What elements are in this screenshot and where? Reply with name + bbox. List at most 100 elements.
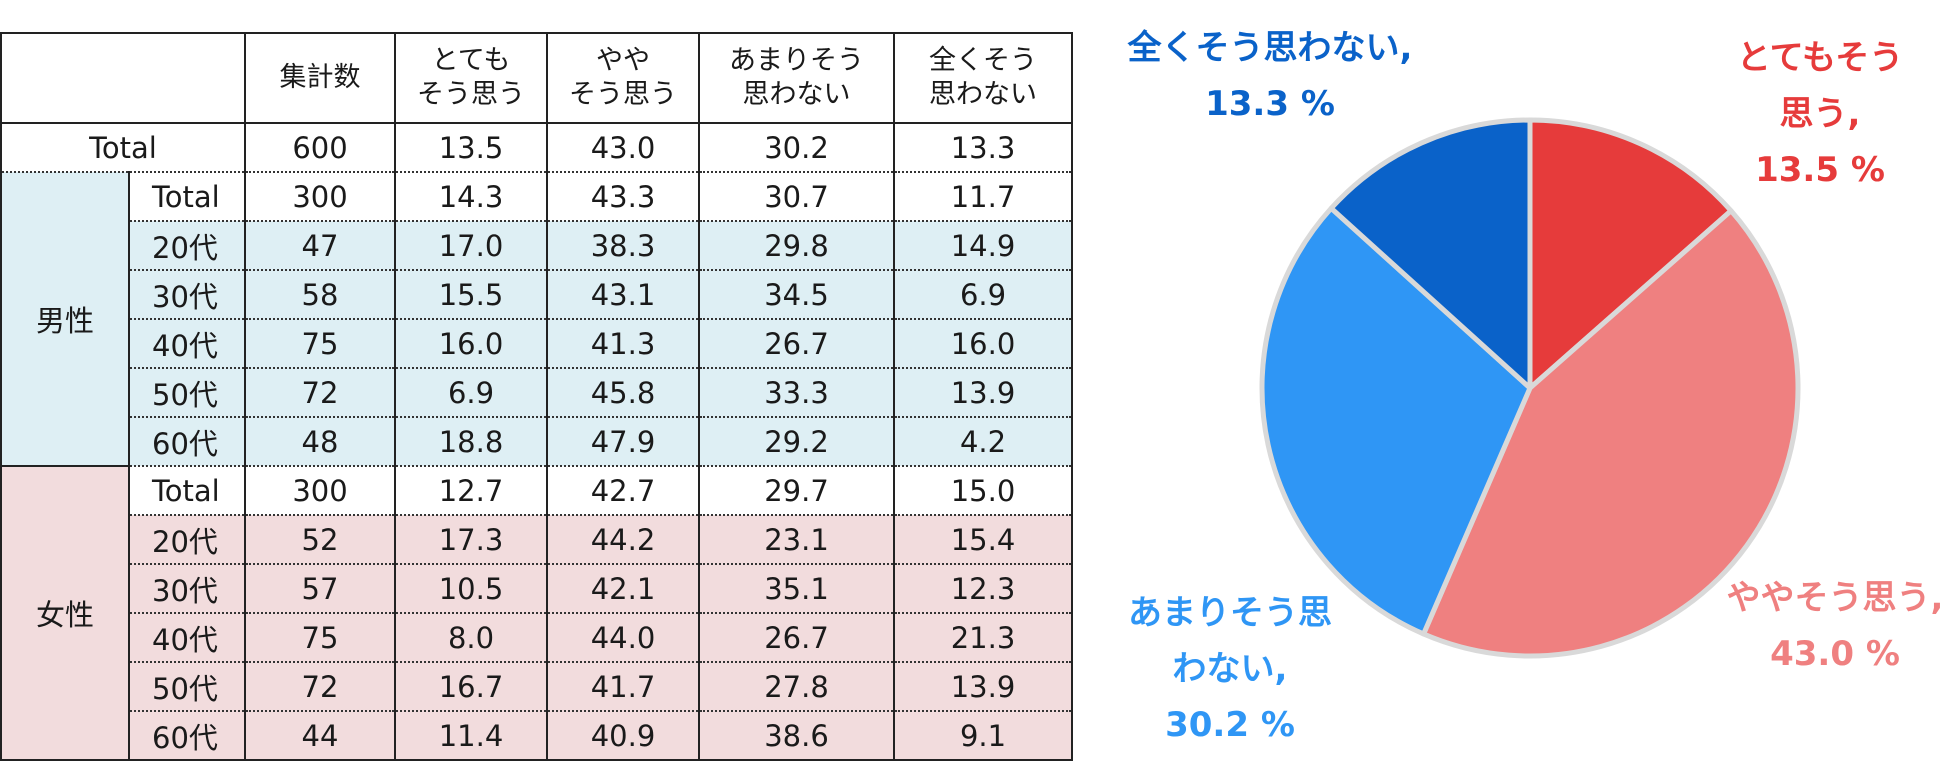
table-cell: 11.4: [394, 711, 548, 761]
table-cell: 29.7: [698, 466, 895, 516]
table-cell: 41.7: [546, 662, 700, 712]
group-label-male: 男性: [0, 172, 130, 467]
table-cell: 43.3: [546, 172, 700, 222]
pie-label-line: 13.3 %: [1205, 84, 1335, 124]
table-cell: 600: [244, 123, 396, 173]
group-label-female: 女性: [0, 466, 130, 761]
table-row: 女性 Total 300 12.7 42.7 29.7 15.0: [0, 466, 1073, 761]
pie-label-line: 43.0 %: [1770, 634, 1900, 674]
row-label: 40代: [128, 613, 246, 663]
table-cell: 33.3: [698, 368, 895, 418]
pie-chart-svg: [1259, 117, 1801, 659]
table-cell: 27.8: [698, 662, 895, 712]
pie-label-line: 思う,: [1779, 94, 1861, 134]
table-cell: 45.8: [546, 368, 700, 418]
header-strongly-disagree: 全くそう 思わない: [893, 32, 1073, 124]
table-row: 40代 75 16.0 41.3 26.7 16.0: [1, 319, 1073, 369]
table-cell: 58: [244, 270, 396, 320]
row-label: 60代: [128, 417, 246, 467]
row-label: 20代: [128, 221, 246, 271]
table-cell: 48: [244, 417, 396, 467]
pie-label-line: 13.5 %: [1755, 150, 1885, 190]
row-label: 50代: [128, 368, 246, 418]
table-cell: 13.5: [394, 123, 548, 173]
table-cell: 72: [244, 662, 396, 712]
table-cell: 30.2: [698, 123, 895, 173]
table-cell: 35.1: [698, 564, 895, 614]
table-row: 20代 47 17.0 38.3 29.8 14.9: [1, 221, 1073, 271]
table-cell: 11.7: [893, 172, 1073, 222]
table-cell: 57: [244, 564, 396, 614]
pie-slice-label-1: ややそう思う, 43.0 %: [1635, 570, 1950, 682]
pie-slice-2: [1259, 205, 1533, 637]
table-cell: 47: [244, 221, 396, 271]
table-cell: 75: [244, 319, 396, 369]
table-cell: 72: [244, 368, 396, 418]
table-cell: 12.3: [893, 564, 1073, 614]
table-row: 20代 52 17.3 44.2 23.1 15.4: [1, 515, 1073, 565]
table-cell: 15.0: [893, 466, 1073, 516]
table-cell: 26.7: [698, 613, 895, 663]
pie-slice-label-0: とてもそう 思う, 13.5 %: [1620, 30, 1950, 198]
pie-slice-1: [1421, 208, 1801, 659]
row-label: 40代: [128, 319, 246, 369]
crosstab-table: 集計数 とても そう思う やや そう思う あまりそう 思わない 全くそう 思わな…: [0, 32, 1073, 761]
table-cell: 10.5: [394, 564, 548, 614]
table-cell: 8.0: [394, 613, 548, 663]
table-cell: 26.7: [698, 319, 895, 369]
row-label: 60代: [128, 711, 246, 761]
table-cell: 43.1: [546, 270, 700, 320]
row-label: Total: [0, 123, 246, 173]
row-label: 50代: [128, 662, 246, 712]
table-cell: 38.3: [546, 221, 700, 271]
table-cell: 38.6: [698, 711, 895, 761]
table-cell: 300: [244, 172, 396, 222]
table-row: 60代 48 18.8 47.9 29.2 4.2: [1, 417, 1073, 467]
table-cell: 43.0: [546, 123, 700, 173]
table-cell: 29.8: [698, 221, 895, 271]
table-row: 50代 72 16.7 41.7 27.8 13.9: [1, 662, 1073, 712]
pie-label-line: 30.2 %: [1165, 705, 1295, 745]
table-cell: 52: [244, 515, 396, 565]
table-cell: 17.0: [394, 221, 548, 271]
row-label: 30代: [128, 564, 246, 614]
table-cell: 29.2: [698, 417, 895, 467]
table-cell: 44.2: [546, 515, 700, 565]
header-corner: [0, 32, 246, 124]
crosstab-table-container: 集計数 とても そう思う やや そう思う あまりそう 思わない 全くそう 思わな…: [0, 32, 1073, 761]
row-label: Total: [128, 172, 246, 222]
header-strongly-agree: とても そう思う: [394, 32, 548, 124]
table-cell: 16.7: [394, 662, 548, 712]
table-row: 30代 57 10.5 42.1 35.1 12.3: [1, 564, 1073, 614]
pie-slice-label-2: あまりそう思 わない, 30.2 %: [1030, 585, 1430, 753]
header-somewhat-disagree: あまりそう 思わない: [698, 32, 895, 124]
row-label: 20代: [128, 515, 246, 565]
table-row: 40代 75 8.0 44.0 26.7 21.3: [1, 613, 1073, 663]
table-cell: 44.0: [546, 613, 700, 663]
table-cell: 9.1: [893, 711, 1073, 761]
table-cell: 47.9: [546, 417, 700, 467]
table-cell: 4.2: [893, 417, 1073, 467]
pie-label-line: あまりそう思: [1128, 593, 1332, 633]
row-label: 30代: [128, 270, 246, 320]
table-cell: 15.4: [893, 515, 1073, 565]
table-cell: 12.7: [394, 466, 548, 516]
table-cell: 18.8: [394, 417, 548, 467]
table-row: 60代 44 11.4 40.9 38.6 9.1: [1, 711, 1073, 761]
pie-slice-3: [1328, 117, 1533, 391]
row-label: Total: [128, 466, 246, 516]
pie-slice-label-3: 全くそう思わない, 13.3 %: [1070, 20, 1470, 132]
pie-chart: とてもそう 思う, 13.5 % ややそう思う, 43.0 % あまりそう思 わない, 30.…: [1120, 0, 1950, 768]
table-row: 50代 72 6.9 45.8 33.3 13.9: [1, 368, 1073, 418]
table-cell: 300: [244, 466, 396, 516]
table-cell: 15.5: [394, 270, 548, 320]
table-cell: 41.3: [546, 319, 700, 369]
table-cell: 42.7: [546, 466, 700, 516]
table-header-row: 集計数 とても そう思う やや そう思う あまりそう 思わない 全くそう 思わな…: [0, 32, 1073, 124]
table-cell: 13.9: [893, 368, 1073, 418]
table-cell: 34.5: [698, 270, 895, 320]
pie-label-line: わない,: [1172, 649, 1288, 689]
table-row: 男性 Total 300 14.3 43.3 30.7 11.7: [0, 172, 1073, 467]
table-cell: 21.3: [893, 613, 1073, 663]
table-cell: 16.0: [893, 319, 1073, 369]
